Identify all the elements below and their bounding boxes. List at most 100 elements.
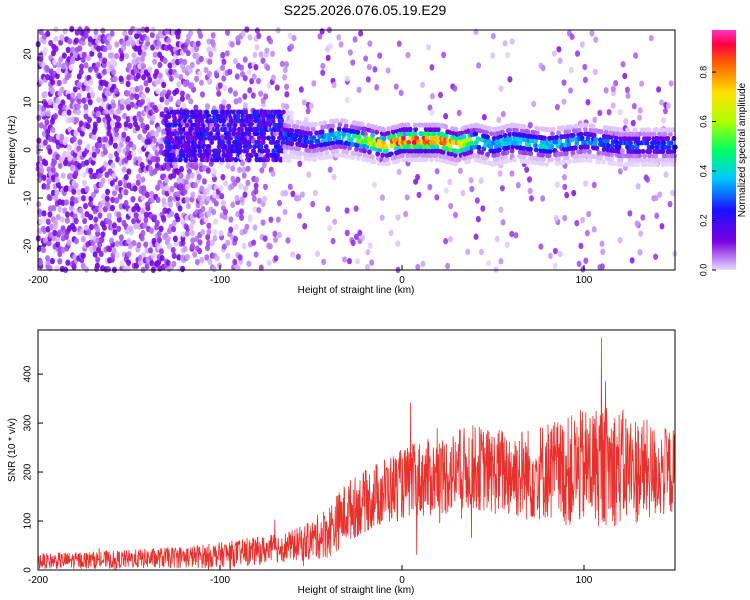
snr-y-tick-label: 100 — [23, 512, 34, 529]
spectrogram-cell — [102, 57, 108, 64]
spectrogram-band-cell — [626, 161, 631, 167]
spectrogram-band-cell — [647, 148, 653, 155]
spectrogram-cell — [613, 80, 619, 87]
spectrogram-cell — [41, 174, 47, 181]
spectrogram-x-tick-label: -200 — [28, 275, 48, 286]
spectrogram-cell — [230, 201, 236, 208]
spectrogram-band-cell — [244, 148, 250, 154]
spectrogram-cell — [161, 128, 167, 135]
spectrogram-cell — [247, 34, 253, 41]
spectrogram-cell — [344, 96, 350, 104]
spectrogram-cell — [159, 111, 165, 118]
spectrogram-cell — [443, 237, 449, 245]
spectrogram-cell — [147, 76, 153, 84]
spectrogram-band-cell — [475, 136, 481, 142]
spectrogram-band-cell — [632, 127, 638, 133]
spectrogram-cell — [212, 235, 218, 242]
spectrogram-cell — [365, 249, 371, 256]
spectrogram-band-cell — [422, 139, 428, 145]
spectrogram-band-cell — [579, 135, 585, 141]
spectrogram-cell — [527, 121, 533, 129]
spectrogram-band-cell — [183, 157, 189, 163]
spectrogram-cell — [209, 239, 215, 247]
spectrogram-cell — [331, 81, 337, 89]
spectrogram-cell — [166, 243, 172, 250]
spectrogram-band-cell — [494, 139, 500, 145]
spectrogram-cell — [576, 260, 582, 268]
spectrogram-band-cell — [534, 130, 540, 136]
spectrogram-band-cell — [550, 135, 555, 141]
spectrogram-cell — [83, 224, 89, 231]
spectrogram-cell — [56, 67, 62, 75]
spectrogram-cell — [184, 183, 190, 191]
spectrogram-cell — [38, 162, 44, 169]
spectrogram-band-cell — [235, 131, 241, 137]
spectrogram-cell — [580, 216, 586, 224]
spectrogram-band-cell — [448, 147, 454, 153]
spectrogram-cell — [155, 196, 161, 204]
spectrogram-band-cell — [485, 134, 490, 140]
spectrogram-cell — [77, 81, 83, 88]
spectrogram-cell — [135, 205, 141, 213]
spectrogram-cell — [103, 161, 109, 168]
spectrogram-cell — [653, 253, 659, 260]
spectrogram-band-cell — [220, 113, 226, 119]
spectrogram-band-cell — [550, 131, 555, 137]
spectrogram-band-cell — [665, 135, 671, 142]
spectrogram-cell — [299, 191, 305, 198]
spectrogram-band-cell — [655, 140, 661, 146]
spectrogram-band-cell — [596, 150, 602, 156]
spectrogram-cell — [180, 254, 186, 261]
spectrogram-cell — [622, 72, 628, 80]
spectrogram-cell — [599, 263, 605, 270]
spectrogram-band-cell — [642, 135, 647, 142]
spectrogram-cell — [111, 102, 117, 109]
spectrogram-cell — [164, 184, 170, 192]
snr-x-tick-label: 0 — [399, 575, 405, 586]
spectrogram-band-cell — [286, 123, 292, 129]
spectrogram-band-cell — [298, 150, 304, 157]
spectrogram-cell — [199, 199, 205, 206]
spectrogram-cell — [279, 60, 285, 68]
spectrogram-cell — [528, 195, 534, 202]
spectrogram-cell — [180, 231, 186, 238]
spectrogram-cell — [363, 55, 369, 62]
spectrogram-cell — [227, 68, 233, 76]
spectrogram-cell — [500, 219, 506, 226]
spectrogram-band-cell — [639, 157, 644, 163]
colorbar-tick-label: 0.8 — [698, 66, 708, 79]
spectrogram-cell — [152, 214, 158, 221]
spectrogram-cell — [385, 67, 391, 74]
spectrogram-band-cell — [453, 126, 459, 132]
spectrogram-cell — [192, 181, 198, 189]
spectrogram-cell — [54, 265, 60, 272]
spectrogram-cell — [144, 263, 150, 270]
spectrogram-band-cell — [598, 154, 604, 161]
spectrogram-cell — [538, 243, 544, 250]
spectrogram-cell — [295, 253, 301, 260]
spectrogram-band-cell — [273, 157, 279, 163]
spectrogram-cell — [136, 241, 142, 249]
spectrogram-cell — [121, 40, 127, 47]
spectrogram-band-cell — [662, 144, 668, 150]
spectrogram-cell — [141, 50, 147, 58]
spectrogram-band-cell — [603, 129, 609, 135]
spectrogram-cell — [240, 30, 246, 37]
spectrogram-band-cell — [532, 160, 538, 166]
spectrogram-band-cell — [456, 139, 462, 145]
spectrogram-band-cell — [275, 152, 280, 158]
spectrogram-band-cell — [475, 153, 481, 159]
spectrogram-band-cell — [314, 130, 319, 136]
spectrogram-band-cell — [634, 144, 640, 150]
spectrogram-band-cell — [514, 144, 520, 150]
spectrogram-cell — [223, 180, 229, 187]
spectrogram-band-cell — [554, 134, 560, 140]
snr-x-label: Height of straight line (km) — [298, 585, 415, 596]
spectrogram-cell — [45, 66, 51, 73]
spectrogram-cell — [131, 144, 137, 151]
spectrogram-cell — [125, 80, 131, 88]
spectrogram-cell — [203, 216, 209, 223]
spectrogram-band-cell — [546, 152, 552, 159]
snr-x-tick-label: -100 — [210, 575, 230, 586]
spectrogram-cell — [663, 171, 669, 178]
